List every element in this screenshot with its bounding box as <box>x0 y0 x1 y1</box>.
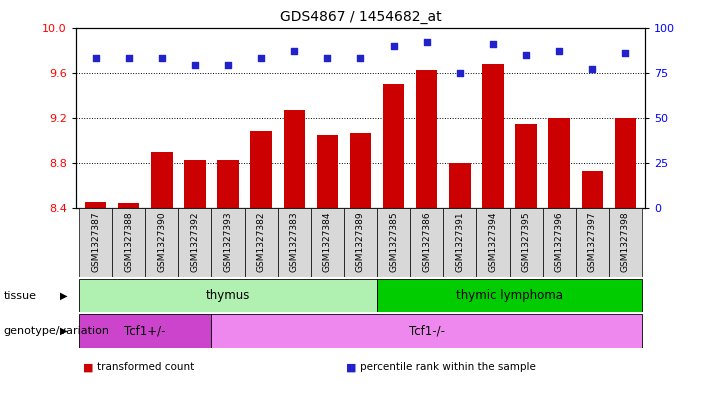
Bar <box>112 208 145 277</box>
Bar <box>178 208 211 277</box>
Bar <box>377 208 410 277</box>
Point <box>521 51 532 58</box>
Bar <box>350 132 371 208</box>
Bar <box>217 160 239 208</box>
Bar <box>516 123 537 208</box>
Text: tissue: tissue <box>4 291 37 301</box>
Text: GSM1327394: GSM1327394 <box>488 212 497 272</box>
Text: thymus: thymus <box>206 289 250 302</box>
Bar <box>250 131 272 208</box>
Text: GDS4867 / 1454682_at: GDS4867 / 1454682_at <box>280 10 441 24</box>
Bar <box>184 160 205 208</box>
Point <box>355 55 366 61</box>
Bar <box>244 208 278 277</box>
Text: GSM1327389: GSM1327389 <box>356 212 365 272</box>
Text: GSM1327391: GSM1327391 <box>456 212 464 272</box>
Bar <box>449 163 471 208</box>
Bar <box>383 84 404 208</box>
Text: GSM1327395: GSM1327395 <box>521 212 531 272</box>
Point <box>288 48 300 54</box>
Bar <box>410 208 443 277</box>
Text: transformed count: transformed count <box>97 362 195 373</box>
Bar <box>79 208 112 277</box>
Point <box>156 55 167 61</box>
Text: ▶: ▶ <box>60 326 67 336</box>
Point <box>388 42 399 49</box>
Text: ■: ■ <box>346 362 357 373</box>
Text: GSM1327387: GSM1327387 <box>91 212 100 272</box>
Point <box>554 48 565 54</box>
Bar <box>416 70 438 208</box>
Bar <box>79 279 377 312</box>
Bar <box>549 118 570 208</box>
Bar <box>443 208 477 277</box>
Text: GSM1327385: GSM1327385 <box>389 212 398 272</box>
Bar <box>211 314 642 348</box>
Bar <box>477 208 510 277</box>
Point <box>421 39 433 45</box>
Bar <box>85 202 106 208</box>
Text: genotype/variation: genotype/variation <box>4 326 110 336</box>
Bar <box>510 208 543 277</box>
Bar <box>609 208 642 277</box>
Bar <box>211 208 244 277</box>
Text: Tcf1-/-: Tcf1-/- <box>409 325 445 338</box>
Point <box>619 50 631 56</box>
Text: GSM1327384: GSM1327384 <box>323 212 332 272</box>
Bar <box>543 208 576 277</box>
Text: GSM1327382: GSM1327382 <box>257 212 265 272</box>
Text: Tcf1+/-: Tcf1+/- <box>125 325 166 338</box>
Bar <box>615 118 636 208</box>
Text: thymic lymphoma: thymic lymphoma <box>456 289 563 302</box>
Text: GSM1327383: GSM1327383 <box>290 212 298 272</box>
Text: ▶: ▶ <box>60 291 67 301</box>
Bar <box>283 110 305 208</box>
Bar <box>311 208 344 277</box>
Text: GSM1327397: GSM1327397 <box>588 212 597 272</box>
Text: GSM1327393: GSM1327393 <box>224 212 233 272</box>
Bar <box>151 152 172 208</box>
Bar <box>118 203 139 208</box>
Text: GSM1327390: GSM1327390 <box>157 212 167 272</box>
Point <box>123 55 134 61</box>
Point <box>222 62 234 69</box>
Bar <box>145 208 178 277</box>
Point <box>90 55 102 61</box>
Bar <box>317 135 338 208</box>
Point <box>454 70 466 76</box>
Bar <box>79 314 211 348</box>
Bar <box>377 279 642 312</box>
Text: GSM1327396: GSM1327396 <box>554 212 564 272</box>
Text: GSM1327386: GSM1327386 <box>423 212 431 272</box>
Bar <box>278 208 311 277</box>
Point <box>487 40 499 47</box>
Bar <box>576 208 609 277</box>
Bar <box>344 208 377 277</box>
Text: GSM1327398: GSM1327398 <box>621 212 630 272</box>
Text: ■: ■ <box>83 362 94 373</box>
Text: percentile rank within the sample: percentile rank within the sample <box>360 362 536 373</box>
Point <box>255 55 267 61</box>
Bar <box>482 64 504 208</box>
Bar <box>582 171 603 208</box>
Point <box>322 55 333 61</box>
Point <box>189 62 200 69</box>
Point <box>587 66 598 72</box>
Text: GSM1327388: GSM1327388 <box>124 212 133 272</box>
Text: GSM1327392: GSM1327392 <box>190 212 200 272</box>
